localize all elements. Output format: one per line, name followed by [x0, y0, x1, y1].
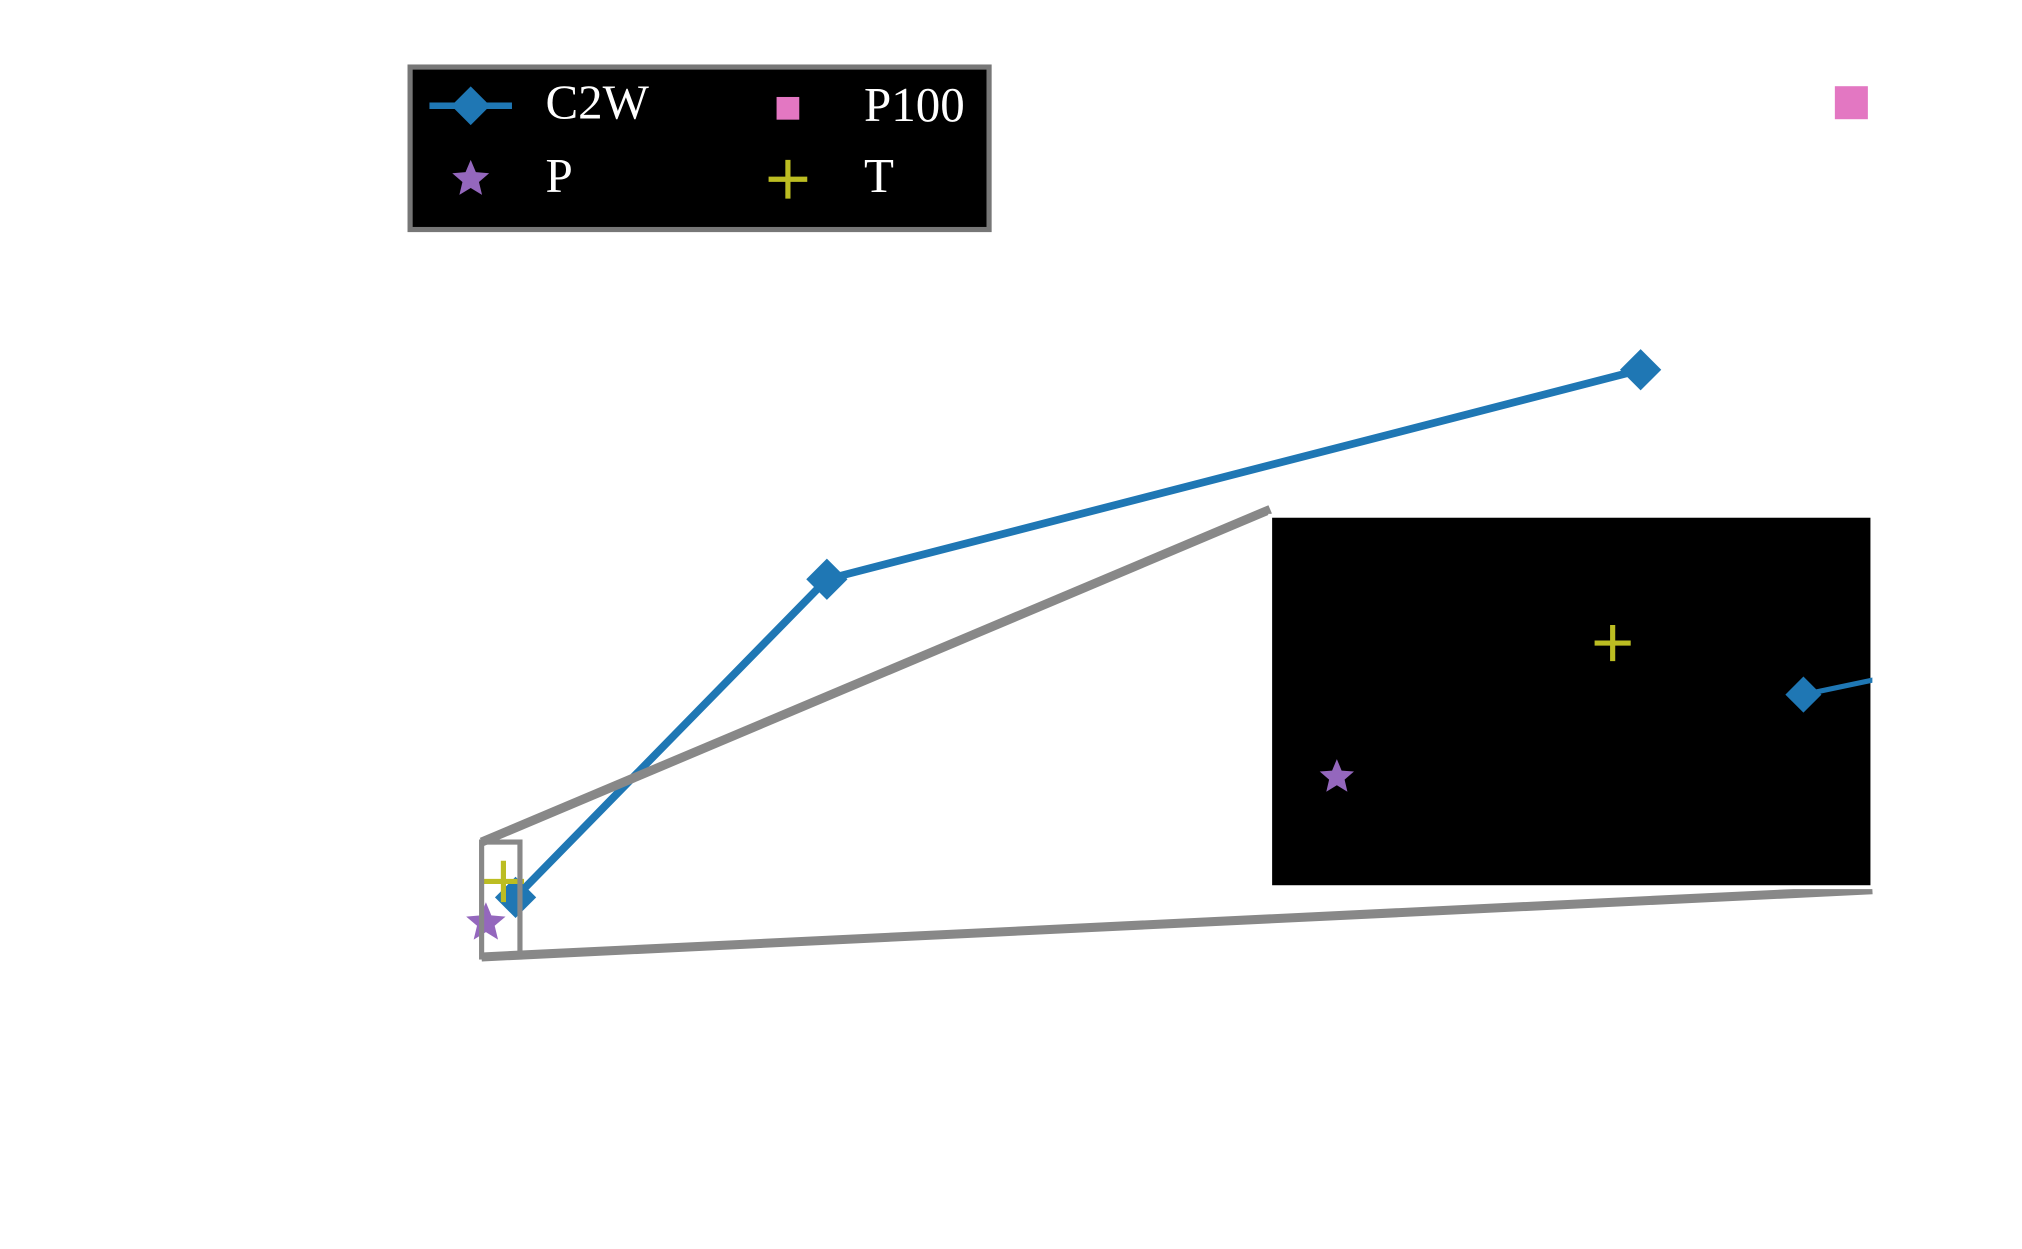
- legend-box: [407, 64, 992, 233]
- legend-label: C2W: [545, 74, 649, 129]
- inset-background: [1268, 513, 1875, 890]
- marker-plus: [1594, 624, 1631, 662]
- zoom-connector: [481, 885, 1873, 962]
- marker-square: [776, 96, 800, 120]
- marker-star: [452, 159, 490, 195]
- marker-plus: [482, 860, 525, 903]
- legend-label: P100: [864, 77, 965, 132]
- marker-star: [466, 902, 506, 940]
- legend-label: T: [864, 148, 894, 203]
- zoom-connector: [479, 505, 1272, 847]
- marker-diamond: [1785, 676, 1822, 713]
- marker-diamond: [806, 558, 848, 600]
- plot-area: [466, 86, 1868, 940]
- marker-star: [1319, 759, 1355, 792]
- marker-square: [1834, 86, 1868, 120]
- inset-plot: [1319, 624, 1873, 792]
- zoom-indicator: [479, 505, 1873, 962]
- marker-plus: [768, 159, 808, 199]
- legend-label: P: [545, 148, 572, 203]
- marker-diamond: [1619, 349, 1662, 391]
